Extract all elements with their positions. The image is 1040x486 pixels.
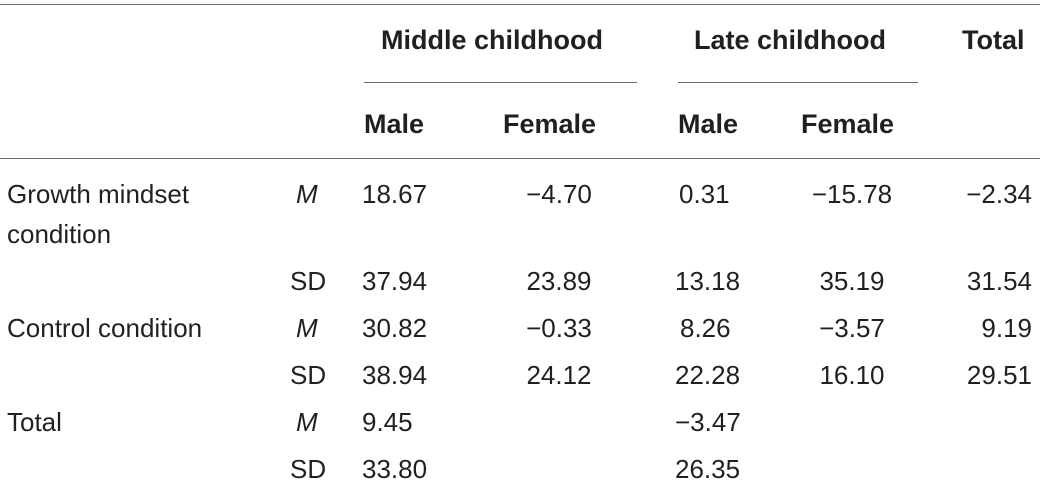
- table-cell: 9.45: [362, 407, 413, 437]
- table-cell: 0.31: [679, 179, 730, 209]
- stat-label: M: [296, 313, 318, 343]
- table-cell: 37.94: [362, 266, 428, 296]
- stat-label: SD: [290, 454, 327, 484]
- stat-label: M: [296, 407, 318, 437]
- header-middle-childhood: Middle childhood: [381, 25, 603, 55]
- table-cell: 13.18: [675, 266, 741, 296]
- table-cell: 31.54: [966, 266, 1032, 296]
- table-cell: 24.12: [526, 360, 592, 390]
- subheader-late-male: Male: [678, 109, 739, 139]
- header-late-childhood: Late childhood: [694, 25, 886, 55]
- table-cell: 22.28: [675, 360, 741, 390]
- header-total: Total: [962, 25, 1025, 55]
- table-cell: −4.70: [526, 179, 592, 209]
- table-cell: −3.57: [819, 313, 885, 343]
- table-cell: 9.19: [981, 313, 1032, 343]
- table-cell: 26.35: [675, 454, 741, 484]
- table-cell: −0.33: [526, 313, 592, 343]
- table-cell: −3.47: [675, 407, 741, 437]
- table-cell: 16.10: [819, 360, 885, 390]
- row-label: Growth mindset: [7, 179, 190, 209]
- table-cell: 33.80: [362, 454, 428, 484]
- table-cell: 38.94: [362, 360, 428, 390]
- subheader-middle-male: Male: [364, 109, 425, 139]
- table-cell: 29.51: [966, 360, 1032, 390]
- stat-label: M: [296, 179, 318, 209]
- row-label: Control condition: [7, 313, 203, 343]
- late-childhood-underline: [678, 82, 918, 83]
- table-cell: 35.19: [819, 266, 885, 296]
- table-cell: 18.67: [362, 179, 428, 209]
- top-rule: [0, 4, 1040, 5]
- table-cell: −2.34: [966, 179, 1032, 209]
- row-label: Total: [7, 407, 62, 437]
- subheader-middle-female: Female: [503, 109, 597, 139]
- table-cell: −15.78: [811, 179, 893, 209]
- row-label: condition: [7, 219, 112, 249]
- stat-label: SD: [290, 360, 327, 390]
- table-cell: 23.89: [526, 266, 592, 296]
- table-cell: 30.82: [362, 313, 428, 343]
- subheader-late-female: Female: [801, 109, 895, 139]
- middle-childhood-underline: [364, 82, 637, 83]
- table-cell: 8.26: [680, 313, 731, 343]
- header-bottom-rule: [0, 158, 1040, 159]
- stat-label: SD: [290, 266, 327, 296]
